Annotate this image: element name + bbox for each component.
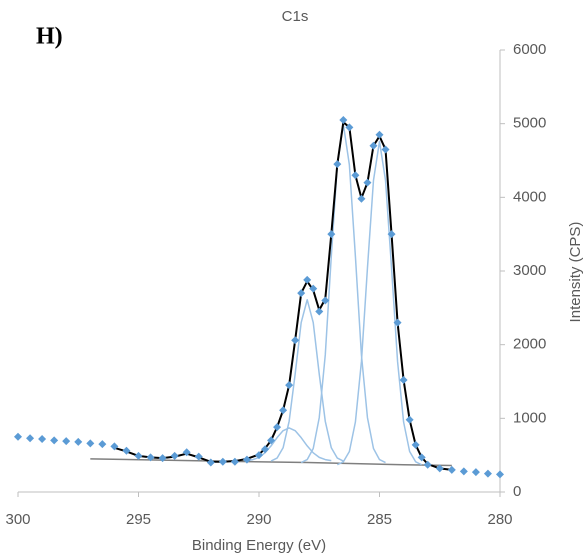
data-point <box>303 275 312 284</box>
data-point <box>411 440 420 449</box>
data-point <box>158 454 167 463</box>
data-point <box>194 452 203 461</box>
data-point <box>435 464 444 473</box>
data-point <box>483 469 492 478</box>
data-point <box>321 296 330 305</box>
y-tick-label: 0 <box>513 483 521 500</box>
data-point <box>297 289 306 298</box>
data-point <box>146 453 155 462</box>
y-tick-label: 1000 <box>513 409 546 426</box>
data-point <box>339 115 348 124</box>
y-tick-label: 2000 <box>513 336 546 353</box>
data-point <box>279 406 288 415</box>
series-line <box>114 121 452 471</box>
data-point <box>369 141 378 150</box>
data-point <box>38 434 47 443</box>
data-point <box>50 436 59 445</box>
data-point <box>459 467 468 476</box>
x-axis-label: Binding Energy (eV) <box>192 537 326 554</box>
x-tick-label: 295 <box>126 511 151 528</box>
data-point <box>74 437 83 446</box>
series-line <box>270 298 344 462</box>
data-point <box>134 451 143 460</box>
y-tick-label: 6000 <box>513 41 546 58</box>
data-point <box>267 436 276 445</box>
data-point <box>285 381 294 390</box>
series-line <box>336 140 423 466</box>
data-point <box>423 460 432 469</box>
data-point <box>98 440 107 449</box>
data-point <box>363 178 372 187</box>
data-point <box>351 171 360 180</box>
y-tick-label: 5000 <box>513 115 546 132</box>
data-point <box>26 434 35 443</box>
data-point <box>315 307 324 316</box>
data-point <box>255 451 263 460</box>
data-point <box>496 470 504 479</box>
data-point <box>387 230 396 239</box>
x-tick-label: 285 <box>367 511 392 528</box>
data-point <box>182 448 191 457</box>
panel-label: H) <box>36 24 63 50</box>
data-point <box>291 336 300 345</box>
data-point <box>405 415 414 424</box>
data-point <box>381 145 390 154</box>
data-point <box>110 442 119 451</box>
x-tick-label: 300 <box>5 511 30 528</box>
data-point <box>327 230 336 239</box>
data-point <box>242 455 251 464</box>
y-tick-label: 4000 <box>513 188 546 205</box>
y-axis-label: Intensity (CPS) <box>567 222 584 323</box>
data-point <box>345 123 354 132</box>
data-point <box>357 194 366 203</box>
x-tick-label: 290 <box>246 511 271 528</box>
data-point <box>447 465 456 474</box>
data-point <box>333 160 342 169</box>
data-point <box>206 458 215 467</box>
series-line <box>90 458 452 467</box>
data-point <box>375 130 384 139</box>
data-point <box>393 318 402 327</box>
data-point <box>14 432 22 441</box>
data-point <box>170 451 179 460</box>
data-point <box>218 457 227 466</box>
data-point <box>399 376 408 385</box>
chart-title: C1s <box>282 8 309 25</box>
data-point <box>62 437 71 446</box>
data-point <box>471 468 480 477</box>
data-point <box>273 423 282 432</box>
data-point <box>309 284 318 293</box>
x-tick-label: 280 <box>487 511 512 528</box>
data-point <box>86 439 95 448</box>
data-point <box>261 445 270 454</box>
data-point <box>417 453 426 462</box>
data-point <box>122 446 131 455</box>
data-point <box>230 457 239 466</box>
y-tick-label: 3000 <box>513 262 546 279</box>
